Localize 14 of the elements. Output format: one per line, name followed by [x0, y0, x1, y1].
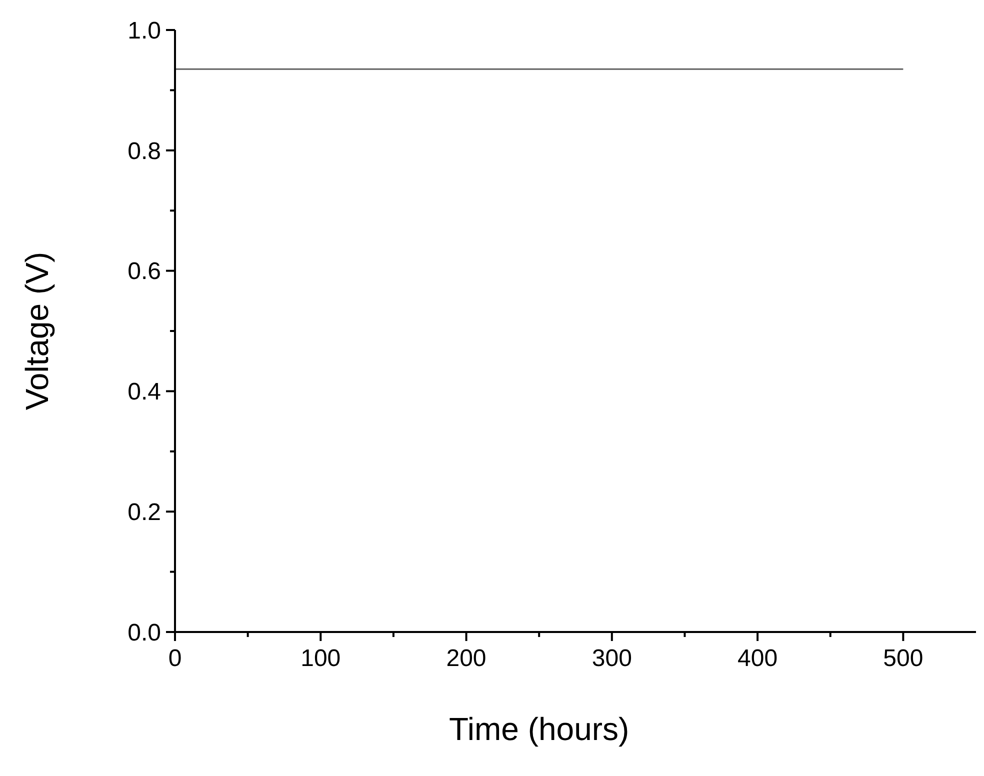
- x-tick-label: 100: [300, 645, 341, 672]
- x-tick-label: 500: [883, 645, 924, 672]
- y-tick-label: 1.0: [128, 17, 161, 44]
- y-tick-label: 0.6: [128, 258, 161, 286]
- x-tick-label: 400: [738, 645, 778, 672]
- y-tick-label: 0.8: [128, 138, 161, 165]
- x-axis-title: Time (hours): [449, 711, 630, 747]
- x-tick-label: 0: [168, 645, 182, 672]
- y-tick-label: 0.4: [128, 378, 161, 406]
- y-axis-title: Voltage (V): [19, 252, 55, 410]
- y-tick-label: 0.2: [128, 499, 161, 526]
- y-tick-label: 0.0: [128, 619, 161, 646]
- x-tick-label: 200: [446, 645, 486, 672]
- x-tick-label: 300: [592, 645, 632, 672]
